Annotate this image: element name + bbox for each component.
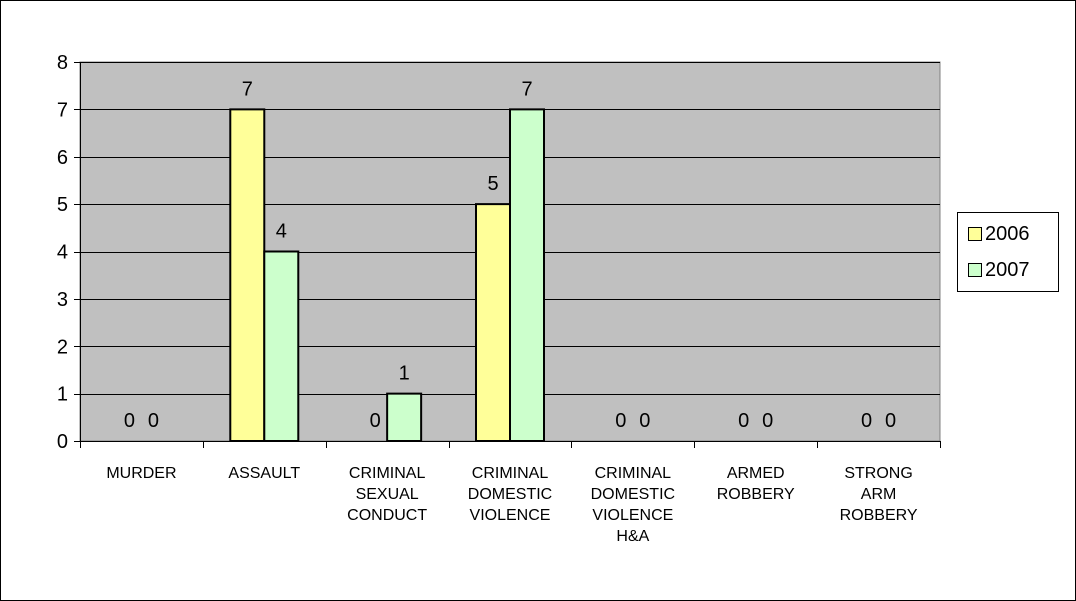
y-tick-label: 1 bbox=[57, 384, 68, 406]
legend-item-2007: 2007 bbox=[968, 257, 1030, 283]
data-label-2007: 0 bbox=[148, 410, 159, 432]
data-label-2006: 7 bbox=[242, 78, 253, 100]
x-tick-label: CRIMINAL SEXUAL CONDUCT bbox=[347, 465, 427, 524]
data-label-2007: 0 bbox=[762, 410, 773, 432]
legend: 2006 2007 bbox=[957, 212, 1059, 292]
x-tick-label: CRIMINAL DOMESTIC VIOLENCE H&A bbox=[591, 465, 675, 545]
data-label-2006: 0 bbox=[738, 410, 749, 432]
y-tick-label: 3 bbox=[57, 289, 68, 311]
legend-swatch-2007 bbox=[968, 263, 982, 277]
bar-2007 bbox=[263, 250, 300, 442]
legend-item-2006: 2006 bbox=[968, 221, 1030, 247]
y-tick-label: 2 bbox=[57, 336, 68, 358]
x-tick-label: ARMED ROBBERY bbox=[717, 465, 795, 503]
data-label-2006: 0 bbox=[615, 410, 626, 432]
bar-2007 bbox=[509, 108, 545, 442]
legend-swatch-2006 bbox=[968, 227, 982, 241]
bar-2007 bbox=[386, 392, 423, 442]
y-tick-label: 5 bbox=[57, 194, 68, 216]
legend-label-2006: 2006 bbox=[985, 222, 1030, 245]
y-tick-label: 8 bbox=[57, 52, 68, 74]
data-label-2006: 0 bbox=[861, 410, 872, 432]
x-tick-label: STRONG ARM ROBBERY bbox=[840, 465, 918, 524]
bar-2006 bbox=[475, 203, 511, 442]
data-label-2007: 7 bbox=[521, 78, 532, 100]
data-label-2006: 5 bbox=[487, 173, 498, 195]
data-label-2006: 0 bbox=[370, 410, 381, 432]
x-tick-label: CRIMINAL DOMESTIC VIOLENCE bbox=[468, 465, 552, 524]
data-label-2007: 1 bbox=[399, 363, 410, 385]
data-label-2006: 0 bbox=[124, 410, 135, 432]
data-label-2007: 4 bbox=[276, 221, 287, 243]
x-tick-label: ASSAULT bbox=[228, 465, 300, 482]
x-tick-label: MURDER bbox=[106, 465, 176, 482]
y-tick-label: 4 bbox=[57, 242, 68, 264]
bar-2006 bbox=[229, 108, 266, 442]
data-label-2007: 0 bbox=[639, 410, 650, 432]
y-tick-label: 7 bbox=[57, 99, 68, 121]
legend-label-2007: 2007 bbox=[985, 258, 1030, 281]
y-tick-label: 6 bbox=[57, 147, 68, 169]
data-label-2007: 0 bbox=[885, 410, 896, 432]
y-tick-label: 0 bbox=[57, 431, 68, 453]
